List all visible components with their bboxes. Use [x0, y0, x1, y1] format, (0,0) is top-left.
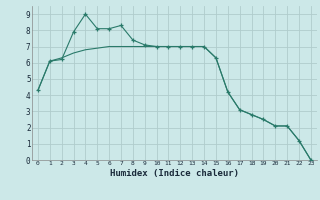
X-axis label: Humidex (Indice chaleur): Humidex (Indice chaleur) [110, 169, 239, 178]
